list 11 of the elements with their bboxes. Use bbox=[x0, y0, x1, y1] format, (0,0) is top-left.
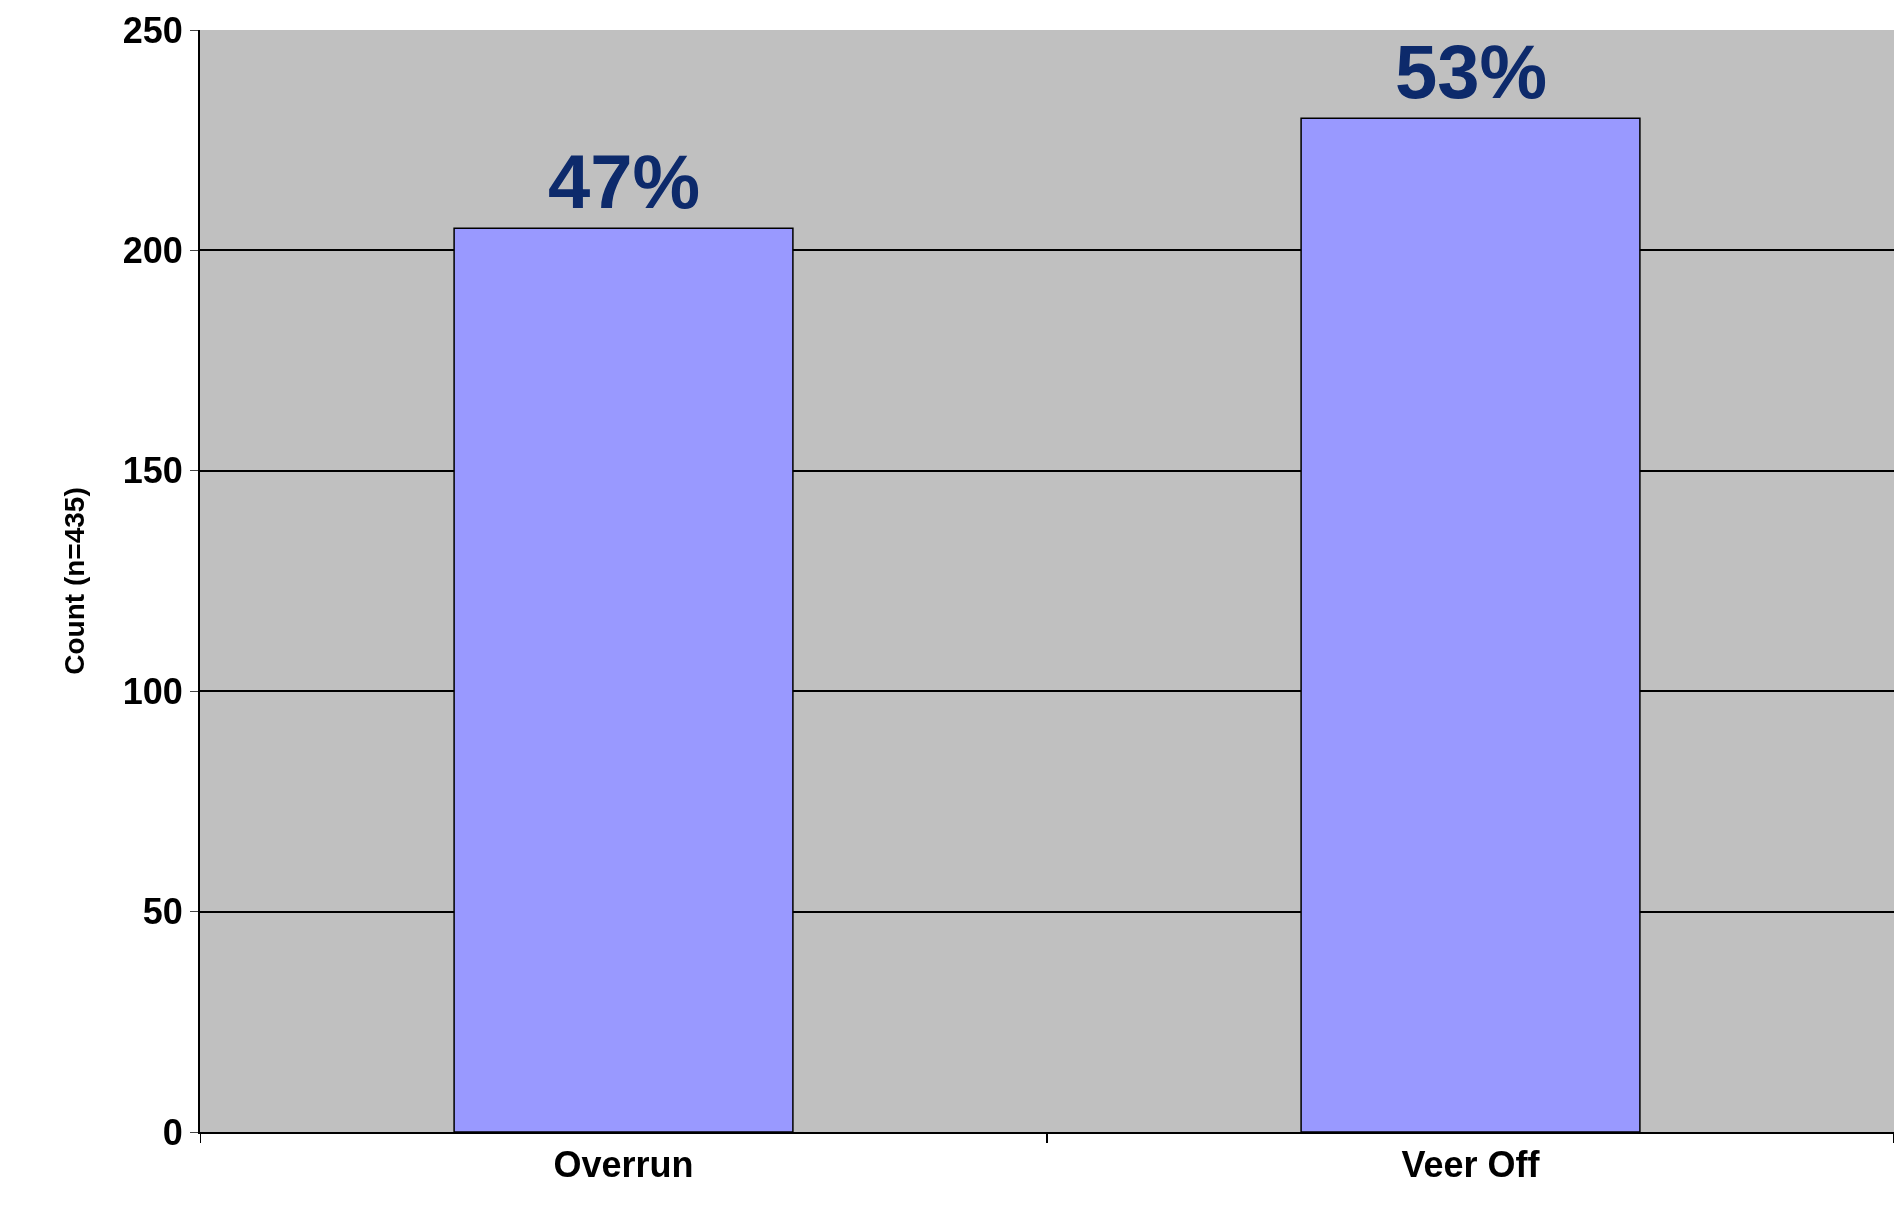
y-axis-title: Count (n=435) bbox=[58, 487, 90, 675]
y-tick-label: 0 bbox=[162, 1111, 183, 1153]
y-tick-label: 50 bbox=[142, 891, 183, 933]
y-tick-label: 150 bbox=[122, 450, 183, 492]
y-tick-label: 200 bbox=[122, 230, 183, 271]
y-tick-label: 100 bbox=[122, 670, 183, 712]
x-tick-label: Overrun bbox=[553, 1144, 694, 1186]
annotation: 47% bbox=[548, 139, 701, 224]
annotation: 53% bbox=[1395, 29, 1548, 114]
y-tick-label: 250 bbox=[122, 9, 183, 51]
x-tick-label: Veer Off bbox=[1401, 1144, 1541, 1186]
